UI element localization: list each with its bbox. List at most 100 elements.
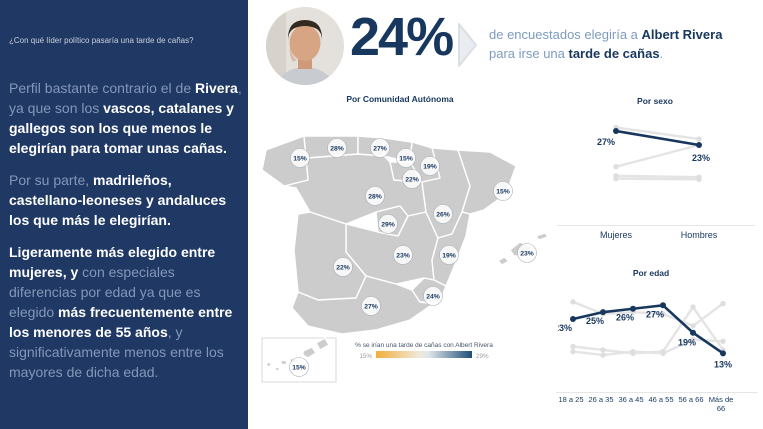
map-value-badge-extremadura: 22% (333, 257, 353, 277)
main-series-dot (696, 142, 702, 148)
background-series-dot (690, 304, 696, 310)
svg-text:15%: 15% (496, 188, 510, 195)
main-series-dot (720, 350, 726, 357)
svg-text:24%: 24% (426, 293, 440, 300)
background-series-line (615, 143, 700, 168)
map-value-badge-murcia: 24% (423, 286, 443, 306)
region-galicia (261, 135, 309, 187)
edad-chart-title: Por edad (632, 268, 670, 278)
svg-text:15%: 15% (293, 155, 307, 162)
sexo-chart-title: Por sexo (637, 96, 673, 106)
headline-line-1: de encuestados elegiría a Albert Rivera (489, 27, 723, 42)
main-series-dot (613, 128, 619, 134)
edad-axis-line (556, 392, 758, 393)
data-point-label: 19% (678, 338, 696, 348)
main-series-dot (690, 329, 696, 336)
svg-text:22%: 22% (336, 264, 350, 271)
map-value-badge-castillaleon: 28% (365, 186, 385, 206)
map-value-badge-larioja: 22% (402, 169, 422, 189)
background-series-dot (696, 176, 702, 182)
background-series-line (615, 174, 700, 179)
svg-text:27%: 27% (364, 303, 378, 310)
edad-category-6: Más de 66 (708, 395, 734, 413)
main-series-dot (660, 302, 666, 309)
insight-paragraph-3: Ligeramente más elegido entre mujeres, y… (9, 244, 233, 380)
headline-line-2: para irse una tarde de cañas. (489, 46, 664, 61)
sidebar: ¿Con qué líder político pasaría una tard… (0, 0, 248, 429)
legend-min-label: 15% (359, 353, 372, 360)
map-value-badge-asturias: 28% (327, 138, 347, 158)
background-series-dot (630, 348, 636, 355)
sexo-category-hombres: Hombres (680, 230, 718, 240)
map-value-badge-aragon: 26% (433, 204, 453, 224)
data-point-label: 23% (692, 153, 710, 163)
map-value-badge-canarias: 15% (289, 357, 309, 377)
headline-percentage: 24% (350, 7, 454, 67)
background-series-dot (690, 336, 696, 343)
background-series-dot (660, 350, 666, 357)
edad-category-1: 18 a 25 (558, 395, 584, 404)
background-series-line (615, 177, 700, 181)
background-series-dot (600, 347, 606, 353)
background-series-dot (696, 136, 702, 142)
main-series-dot (600, 309, 606, 316)
svg-text:28%: 28% (330, 145, 344, 152)
background-series-dot (720, 338, 726, 345)
legend-gradient-bar (376, 351, 472, 358)
background-series-line (572, 300, 724, 328)
background-series-line (572, 338, 724, 357)
map-value-badge-navarra: 19% (420, 156, 440, 176)
edad-category-4: 46 a 55 (648, 395, 674, 404)
background-series-dot (570, 343, 576, 350)
background-series-dot (660, 311, 666, 317)
map-value-badge-cataluna: 15% (493, 181, 513, 201)
main-series-line (572, 303, 724, 355)
main-series-line (615, 129, 700, 147)
svg-text:15%: 15% (399, 155, 413, 162)
data-point-label: 13% (714, 359, 732, 369)
data-point-label: 23% (558, 323, 572, 333)
survey-question: ¿Con qué líder político pasaría una tard… (9, 36, 194, 45)
svg-text:29%: 29% (381, 221, 395, 228)
map-value-badge-valencia: 19% (439, 245, 459, 265)
background-series-dot (613, 164, 619, 170)
chevron-right-icon (456, 22, 480, 73)
main-series-dot (630, 305, 636, 312)
insight-paragraph-1: Perfil bastante contrario el de Rivera, … (9, 80, 242, 156)
sexo-category-mujeres: Mujeres (599, 230, 632, 240)
data-point-label: 27% (646, 309, 664, 319)
data-point-label: 27% (597, 137, 615, 147)
map-value-badges: 15% 28% 27% 15% 19% 22% 28% 15% 26% 29% 23% 19% 22% 2… (289, 138, 537, 377)
spain-map: % se irían una tarde de cañas con Albert… (261, 135, 549, 383)
svg-text:28%: 28% (368, 193, 382, 200)
background-series-line (615, 126, 700, 141)
edad-category-2: 26 a 35 (588, 395, 614, 404)
edad-category-3: 36 a 45 (618, 395, 644, 404)
sexo-axis-line (557, 225, 755, 226)
background-series-dot (570, 299, 576, 305)
edad-line-chart: 23% 25% 26% 27% 19% 13% (558, 299, 732, 369)
insight-paragraph-2: Por su parte, madrileños, castellano-leo… (9, 172, 227, 228)
svg-text:22%: 22% (405, 176, 419, 183)
svg-text:26%: 26% (436, 211, 450, 218)
map-value-badge-andalucia: 27% (361, 296, 381, 316)
svg-text:19%: 19% (442, 252, 456, 259)
svg-text:23%: 23% (396, 252, 410, 259)
svg-text:23%: 23% (520, 250, 534, 257)
map-value-badge-paisvasco: 15% (396, 148, 416, 168)
insight-text-block: Perfil bastante contrario el de Rivera, … (9, 78, 243, 394)
map-value-badge-baleares: 23% (517, 243, 537, 263)
svg-text:19%: 19% (423, 163, 437, 170)
legend-title: % se irían una tarde de cañas con Albert… (355, 342, 493, 349)
sexo-line-chart: 27% 23% (597, 124, 710, 182)
background-series-dot (600, 352, 606, 358)
background-series-dot (720, 300, 726, 307)
map-value-badge-madrid: 29% (378, 214, 398, 234)
headline-description: de encuestados elegiría a Albert Rivera … (489, 25, 739, 63)
map-value-badge-cantabria: 27% (370, 138, 390, 158)
legend-max-label: 29% (476, 353, 489, 360)
region-cataluna (457, 149, 517, 215)
background-series-dot (690, 323, 696, 329)
map-legend: % se irían una tarde de cañas con Albert… (355, 342, 493, 360)
